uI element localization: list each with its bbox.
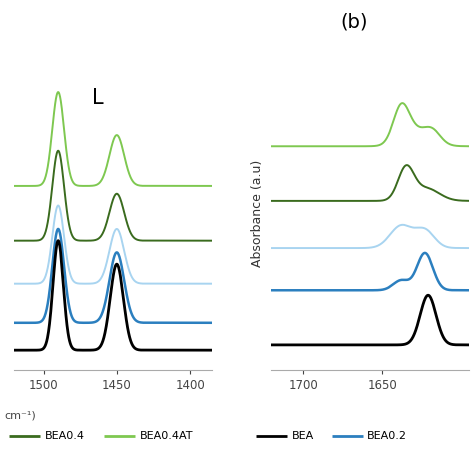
Text: cm⁻¹): cm⁻¹) [4, 410, 36, 420]
Text: (b): (b) [341, 13, 368, 32]
Text: BEA0.4AT: BEA0.4AT [140, 431, 193, 441]
Text: BEA0.4: BEA0.4 [45, 431, 85, 441]
Text: BEA: BEA [292, 431, 314, 441]
Text: BEA0.2: BEA0.2 [367, 431, 407, 441]
Y-axis label: Absorbance (a.u): Absorbance (a.u) [252, 160, 264, 267]
Text: L: L [91, 88, 103, 108]
